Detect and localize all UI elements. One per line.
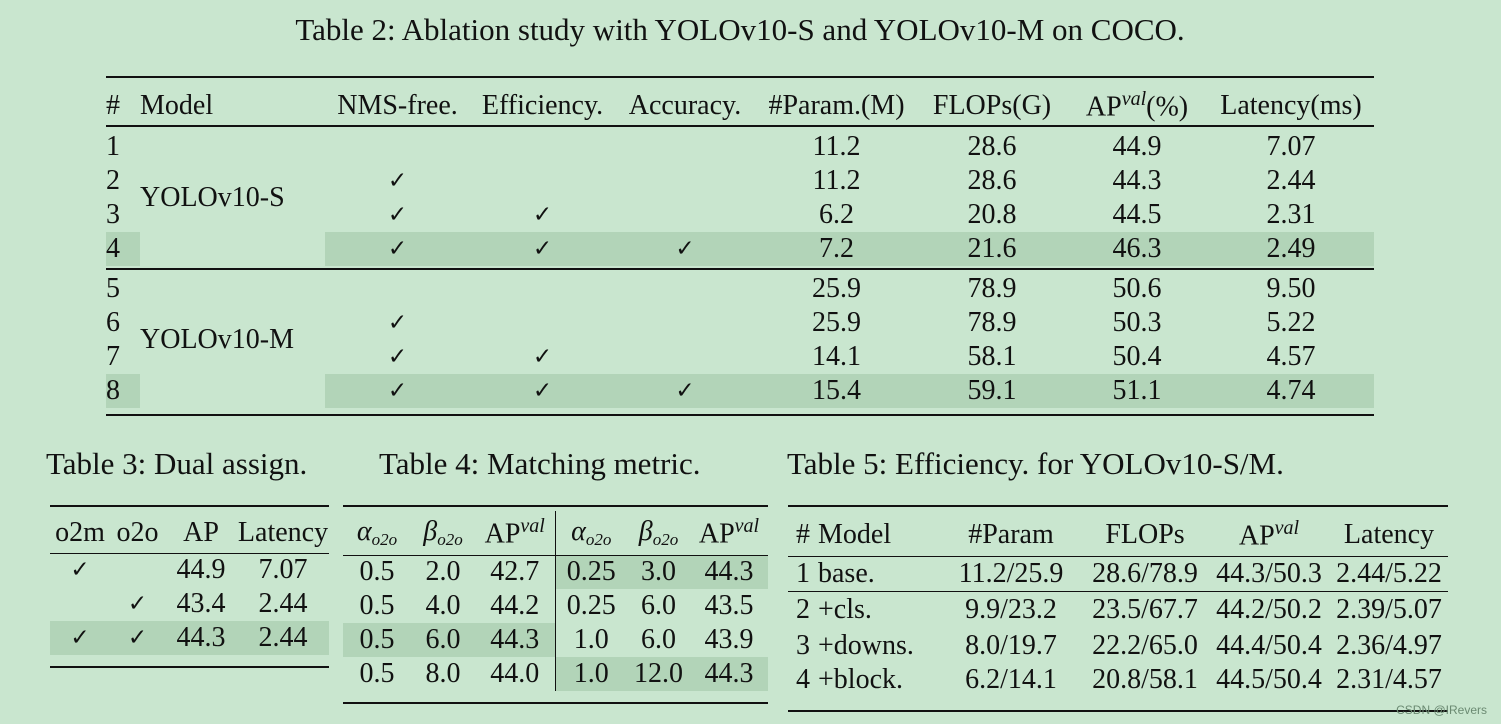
- table-row: 0.5 8.0 44.0 1.0 12.0 44.3: [343, 657, 768, 691]
- th-latency: Latency: [237, 516, 329, 548]
- th-model: Model: [140, 90, 214, 121]
- table2-group-s: 1 YOLOv10-S 11.2 28.6 44.9 7.07 2 ✓ 11.2 28.…: [106, 130, 1374, 266]
- group-label-yolov10-m: YOLOv10-M: [140, 324, 294, 355]
- table2-top-rule: [106, 76, 1374, 78]
- th-efficiency: Efficiency.: [481, 90, 604, 121]
- th-o2o: o2o: [116, 516, 159, 548]
- table3-bottom-rule: [50, 666, 329, 668]
- th-ap-1: APval: [475, 511, 556, 555]
- watermark: CSDN @IRevers: [1396, 703, 1487, 717]
- table5-caption: Table 5: Efficiency. for YOLOv10-S/M.: [787, 446, 1284, 481]
- th-ap: APval(%): [1085, 88, 1189, 123]
- table4: αo2o βo2o APval αo2o βo2o APval 0.5 2.0 4…: [343, 511, 768, 691]
- th-index: #: [106, 90, 120, 121]
- table4-top-rule: [343, 505, 768, 507]
- th-latency: Latency: [1343, 518, 1435, 550]
- table3-caption: Table 3: Dual assign.: [46, 446, 308, 481]
- th-flops: FLOPs: [1105, 518, 1185, 550]
- th-index: #: [796, 518, 810, 550]
- table4-caption: Table 4: Matching metric.: [379, 446, 701, 481]
- table-row: 2 +cls. 9.9/23.2 23.5/67.7 44.2/50.2 2.39/5…: [788, 591, 1448, 629]
- table2-header: # Model NMS-free. Efficiency. Accuracy. …: [106, 86, 1374, 126]
- table-row: 3 ✓ ✓ 6.2 20.8 44.5 2.31: [106, 199, 1316, 230]
- table-row: ✓ 44.9 7.07: [50, 553, 329, 587]
- table-row: 3 +downs. 8.0/19.7 22.2/65.0 44.4/50.4 2.36…: [796, 630, 1442, 661]
- table-row: 4 +block. 6.2/14.1 20.8/58.1 44.5/50.4 2.31…: [796, 664, 1442, 695]
- table5-bottom-rule: [788, 710, 1448, 712]
- th-flops: FLOPs(G): [932, 90, 1052, 121]
- th-beta-2: βo2o: [638, 515, 679, 549]
- th-alpha-1: αo2o: [356, 515, 398, 549]
- table2-bottom-rule: [106, 414, 1374, 416]
- th-nms-free: NMS-free.: [337, 90, 458, 121]
- table3-top-rule: [50, 505, 329, 507]
- table-row: 1 base. 11.2/25.9 28.6/78.9 44.3/50.3 2.44/…: [788, 556, 1448, 591]
- th-model: Model: [818, 518, 892, 550]
- table-row: 2 ✓ 11.2 28.6 44.3 2.44: [106, 165, 1316, 196]
- table2-group-rule: [106, 268, 1374, 270]
- table-row: 0.5 4.0 44.2 0.25 6.0 43.5: [359, 589, 754, 623]
- table-row: 6 ✓ 25.9 78.9 50.3 5.22: [106, 307, 1316, 338]
- table3: o2m o2o AP Latency ✓ 44.9 7.07 ✓ 43.4 2.44…: [50, 513, 329, 655]
- group-label-yolov10-s: YOLOv10-S: [140, 182, 285, 213]
- table4-bottom-rule: [343, 702, 768, 704]
- table-row-highlighted: ✓ ✓ 44.3 2.44: [50, 621, 329, 655]
- table2-mid-rule: [106, 125, 1374, 127]
- th-ap-2: APval: [698, 515, 760, 550]
- th-ap: APval: [1238, 517, 1300, 552]
- table5: # Model #Param FLOPs APval Latency 1 base…: [788, 514, 1448, 697]
- table-row: 7 ✓ ✓ 14.1 58.1 50.4 4.57: [106, 341, 1316, 372]
- table2-caption: Table 2: Ablation study with YOLOv10-S a…: [295, 12, 1185, 47]
- th-param: #Param.(M): [768, 90, 905, 121]
- table2-group-m: 5 YOLOv10-M 25.9 78.9 50.6 9.50 6 ✓ 25.9 78.…: [106, 272, 1374, 408]
- th-accuracy: Accuracy.: [628, 90, 742, 121]
- th-latency: Latency(ms): [1220, 90, 1362, 121]
- table-row: 5 YOLOv10-M 25.9 78.9 50.6 9.50: [106, 272, 1374, 355]
- th-ap: AP: [183, 516, 219, 548]
- table5-top-rule: [788, 505, 1448, 507]
- table-row: 0.5 6.0 44.3 1.0 6.0 43.9: [343, 623, 768, 657]
- th-param: #Param: [968, 518, 1054, 550]
- th-o2m: o2m: [55, 516, 105, 548]
- table-row: 1 YOLOv10-S 11.2 28.6 44.9 7.07: [106, 130, 1374, 213]
- table-row: 0.5 2.0 42.7 0.25 3.0 44.3: [343, 555, 768, 589]
- th-beta-1: βo2o: [423, 515, 463, 549]
- table-row: ✓ 43.4 2.44: [127, 588, 308, 619]
- th-alpha-2: αo2o: [571, 515, 612, 549]
